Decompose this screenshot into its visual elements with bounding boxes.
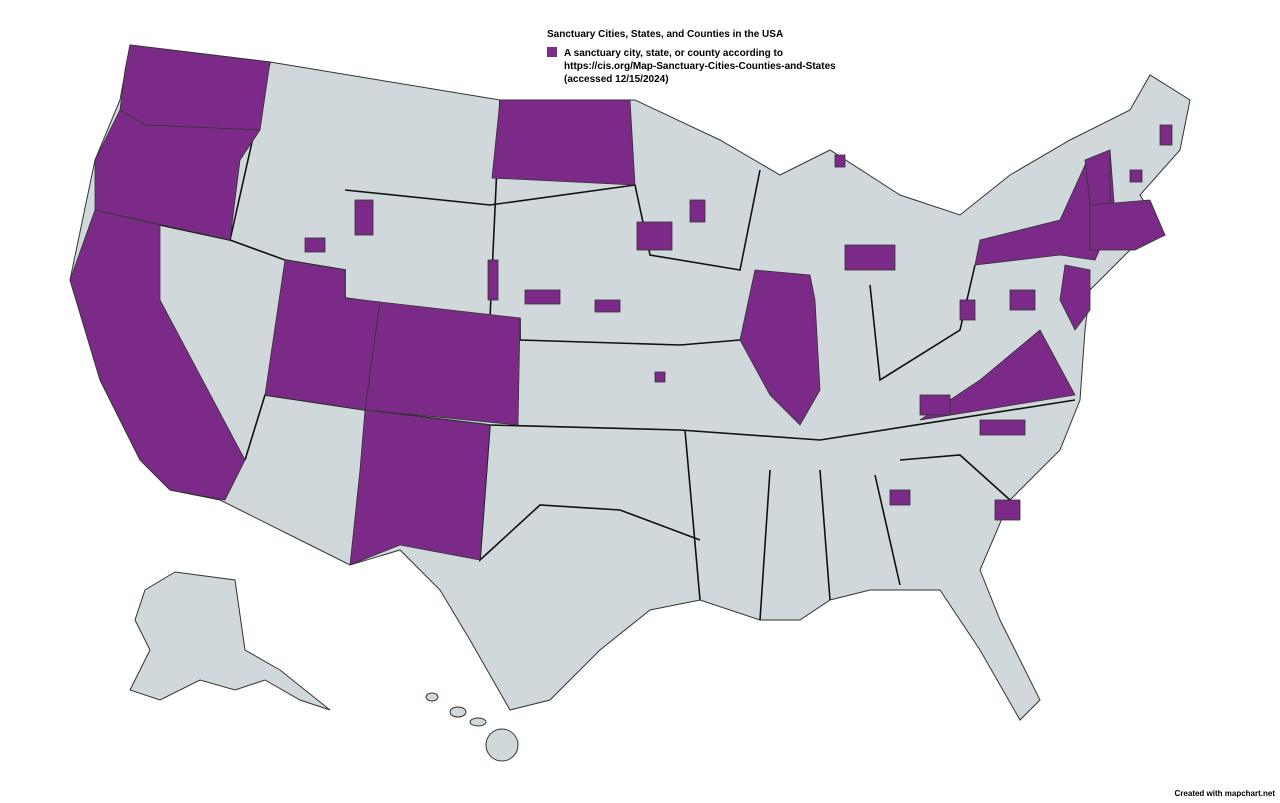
island — [425, 692, 439, 702]
alaska — [129, 571, 331, 711]
island — [469, 717, 487, 727]
colorado — [364, 301, 521, 426]
county — [1009, 289, 1036, 311]
southern-new-england — [1089, 199, 1166, 251]
county — [594, 299, 621, 313]
island — [449, 706, 467, 718]
legend-swatch — [547, 47, 557, 57]
county — [1129, 169, 1143, 183]
county — [689, 199, 706, 223]
county — [354, 199, 374, 236]
new-jersey — [1059, 264, 1091, 331]
north-dakota — [491, 99, 636, 186]
us-land — [69, 44, 1191, 721]
county — [844, 244, 896, 271]
credit: Created with mapchart.net — [1175, 789, 1276, 798]
illinois — [739, 269, 821, 426]
legend-label: A sanctuary city, state, or county accor… — [564, 48, 783, 59]
state-border — [759, 469, 771, 621]
county — [979, 419, 1026, 436]
state-border — [869, 264, 976, 382]
state-border — [819, 469, 831, 601]
sanctuary-areas — [69, 44, 1173, 566]
contiguous-us — [69, 44, 1191, 721]
county — [994, 499, 1021, 521]
county — [487, 259, 499, 301]
state-border — [344, 169, 761, 271]
state-border — [684, 429, 701, 601]
vermont — [1084, 149, 1111, 206]
state-border — [874, 474, 901, 586]
county — [304, 237, 326, 253]
legend-label: (accessed 12/15/2024) — [564, 74, 669, 85]
county — [919, 394, 951, 416]
california — [69, 209, 246, 501]
county — [959, 299, 976, 321]
county — [889, 489, 911, 506]
legend-label: https://cis.org/Map-Sanctuary-Cities-Cou… — [564, 61, 836, 72]
washington — [119, 44, 271, 131]
county — [636, 221, 673, 251]
county — [834, 154, 846, 168]
county — [654, 371, 666, 383]
map-title: Sanctuary Cities, States, and Counties i… — [547, 29, 783, 40]
island — [485, 728, 519, 762]
county — [524, 289, 561, 305]
new-mexico-counties — [349, 409, 491, 566]
state-border — [899, 454, 1011, 501]
county — [1159, 124, 1173, 146]
hawaii — [425, 692, 519, 762]
oregon — [94, 109, 261, 241]
